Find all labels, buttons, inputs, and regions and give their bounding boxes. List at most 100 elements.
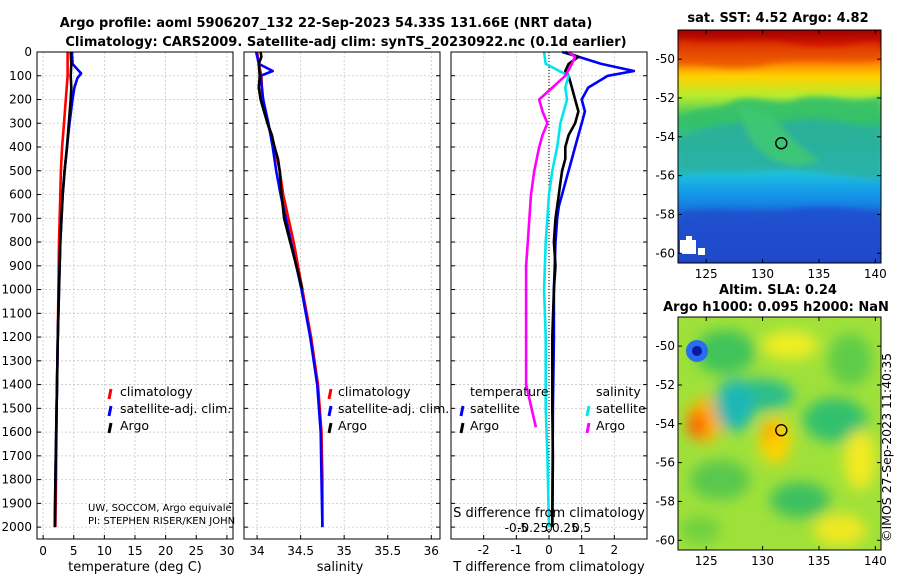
- legend-swatch: [459, 422, 465, 434]
- temp-legend-clim: climatology: [120, 384, 193, 399]
- ytick-label: 500: [9, 164, 32, 178]
- legend-swatch: [327, 422, 333, 434]
- map-ytick-label: -54: [655, 417, 675, 431]
- xtick-label: 15: [127, 544, 142, 558]
- map-ytick-label: -56: [655, 169, 675, 183]
- legend-swatch: [327, 405, 333, 417]
- xtick-label: 35: [337, 544, 352, 558]
- map-ytick-label: -50: [655, 339, 675, 353]
- diff-legend-t-sat: satellite: [470, 401, 520, 416]
- series-argo: [53, 51, 73, 528]
- xtick-label: 34: [249, 544, 264, 558]
- sst-map-axes: 125 130 135 140 -50 -52 -54 -56 -58 -60: [655, 30, 887, 281]
- temperature-xlabel: temperature (deg C): [68, 560, 202, 575]
- sst-heatmap: [678, 30, 881, 263]
- diff-legend-title-s: salinity: [596, 384, 641, 399]
- salinity-panel: 34 34.5 35 35.5 36: [243, 51, 441, 558]
- figure-title-line1: Argo profile: aoml 5906207_132 22-Sep-20…: [60, 16, 593, 31]
- sst-map-title: sat. SST: 4.52 Argo: 4.82: [687, 11, 868, 26]
- map-xtick-label: 125: [695, 554, 718, 568]
- map-xtick-label: 135: [808, 267, 831, 281]
- xtick-label: 5: [70, 544, 78, 558]
- xtick2-label: 0.5: [572, 521, 591, 535]
- argo-position-marker: [775, 136, 788, 150]
- sla-heatmap: [678, 317, 881, 550]
- ytick-label: 1600: [1, 425, 32, 439]
- temp-legend-sat: satellite-adj. clim.: [120, 401, 231, 416]
- xtick-label: -2: [478, 543, 490, 557]
- plot-frame: [243, 51, 441, 540]
- sla-map-subtitle: Argo h1000: 0.095 h2000: NaN: [663, 300, 889, 315]
- imos-watermark: ©IMOS 27-Sep-2023 11:40:35: [879, 353, 894, 542]
- map-xtick-label: 135: [808, 554, 831, 568]
- xtick2-label: -0.25: [517, 521, 548, 535]
- difference-panel: -2 -1 0 1 2-0.5-0.250 0.250.5: [450, 50, 648, 557]
- ytick-label: 1900: [1, 496, 32, 510]
- xtick-label: 0: [545, 543, 553, 557]
- series-argo: [257, 51, 304, 290]
- ytick-label: 1200: [1, 330, 32, 344]
- ytick-label: 900: [9, 259, 32, 273]
- map-xtick-label: 140: [864, 554, 887, 568]
- series-s-argo: [524, 50, 577, 428]
- map-ytick-label: -50: [655, 52, 675, 66]
- map-ytick-label: -52: [655, 378, 675, 392]
- sla-map-title: Altim. SLA: 0.24: [719, 283, 837, 298]
- sla-map-axes: 125 130 135 140 -50 -52 -54 -56 -58 -60: [655, 317, 887, 568]
- legend-swatch: [107, 405, 113, 417]
- ytick-label: 1400: [1, 378, 32, 392]
- map-xtick-label: 140: [864, 267, 887, 281]
- ytick-label: 300: [9, 116, 32, 130]
- ytick-label: 700: [9, 211, 32, 225]
- map-ytick-label: -52: [655, 91, 675, 105]
- diff-legend-title-t: temperature: [470, 384, 549, 399]
- sal-legend-clim: climatology: [338, 384, 411, 399]
- xtick-label: 0: [39, 544, 47, 558]
- ytick-label: 400: [9, 140, 32, 154]
- temp-legend-argo: Argo: [120, 418, 149, 433]
- credit-line2: PI: STEPHEN RISER/KEN JOHN: [88, 516, 235, 527]
- sal-legend-argo: Argo: [338, 418, 367, 433]
- legend-swatches: [107, 388, 591, 434]
- map-ytick-label: -56: [655, 456, 675, 470]
- salinity-xlabel: salinity: [317, 560, 364, 575]
- map-ytick-label: -60: [655, 246, 675, 260]
- xtick2-label: 0: [545, 521, 553, 535]
- ytick-label: 200: [9, 93, 32, 107]
- ytick-label: 100: [9, 69, 32, 83]
- xtick-label: 1: [578, 543, 586, 557]
- ytick-label: 1500: [1, 401, 32, 415]
- ytick-label: 1800: [1, 473, 32, 487]
- credit-line1: UW, SOCCOM, Argo equivale: [88, 503, 232, 514]
- legend-swatch: [107, 422, 113, 434]
- argo-position-marker: [775, 423, 788, 437]
- xtick-label: 36: [424, 544, 439, 558]
- xtick-label: 35.5: [374, 544, 401, 558]
- sal-legend-sat: satellite-adj. clim.: [338, 401, 449, 416]
- ytick-label: 600: [9, 188, 32, 202]
- ytick-label: 1000: [1, 283, 32, 297]
- legend-swatch: [585, 405, 591, 417]
- map-ytick-label: -58: [655, 207, 675, 221]
- sst-map-frame: [677, 29, 882, 264]
- map-ytick-label: -60: [655, 533, 675, 547]
- figure-title-line2: Climatology: CARS2009. Satellite-adj cli…: [65, 35, 626, 50]
- legend-swatch: [327, 388, 333, 400]
- xtick-label: -1: [510, 543, 522, 557]
- map-ytick-label: -54: [655, 130, 675, 144]
- xtick-label: 30: [219, 544, 234, 558]
- diff-legend-s-sat: satellite: [596, 401, 646, 416]
- map-ytick-label: -58: [655, 494, 675, 508]
- diff-legend-t-argo: Argo: [470, 418, 499, 433]
- xtick-label: 34.5: [287, 544, 314, 558]
- ytick-label: 1700: [1, 449, 32, 463]
- ytick-label: 2000: [1, 520, 32, 534]
- xtick2-label: -0.5: [505, 521, 528, 535]
- legend-swatch: [459, 405, 465, 417]
- sla-map-frame: [677, 316, 882, 551]
- difference-xlabel: T difference from climatology: [452, 560, 645, 575]
- legend-swatch: [585, 422, 591, 434]
- xtick-label: 25: [189, 544, 204, 558]
- series-s-satellite: [542, 51, 570, 528]
